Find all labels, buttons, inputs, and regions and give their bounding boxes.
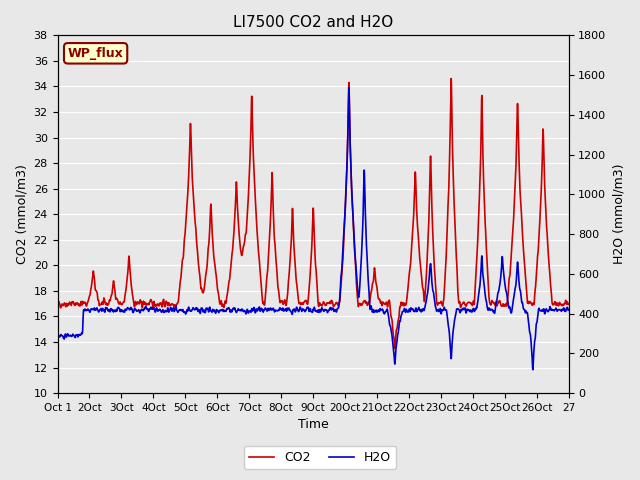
H2O (558, 308, 566, 313)
CO2 (447, 76, 455, 82)
Legend: CO2, H2O: CO2, H2O (244, 446, 396, 469)
CO2 (215, 294, 223, 300)
H2O (215, 310, 223, 315)
H2O (564, 307, 572, 313)
Line: H2O: H2O (58, 88, 568, 370)
Title: LI7500 CO2 and H2O: LI7500 CO2 and H2O (233, 15, 393, 30)
X-axis label: Time: Time (298, 419, 328, 432)
CO2 (344, 150, 351, 156)
H2O (467, 307, 475, 313)
H2O (344, 151, 351, 157)
Y-axis label: CO2 (mmol/m3): CO2 (mmol/m3) (15, 164, 28, 264)
CO2 (496, 298, 504, 304)
H2O (105, 308, 113, 313)
H2O (54, 333, 61, 338)
Line: CO2: CO2 (58, 79, 568, 348)
Y-axis label: H2O (mmol/m3): H2O (mmol/m3) (612, 164, 625, 264)
Text: WP_flux: WP_flux (68, 47, 124, 60)
H2O (345, 85, 353, 91)
CO2 (54, 300, 61, 305)
CO2 (558, 302, 566, 308)
CO2 (391, 346, 399, 351)
CO2 (467, 301, 475, 307)
CO2 (564, 301, 572, 307)
CO2 (105, 301, 113, 307)
H2O (496, 283, 504, 289)
H2O (529, 367, 537, 372)
